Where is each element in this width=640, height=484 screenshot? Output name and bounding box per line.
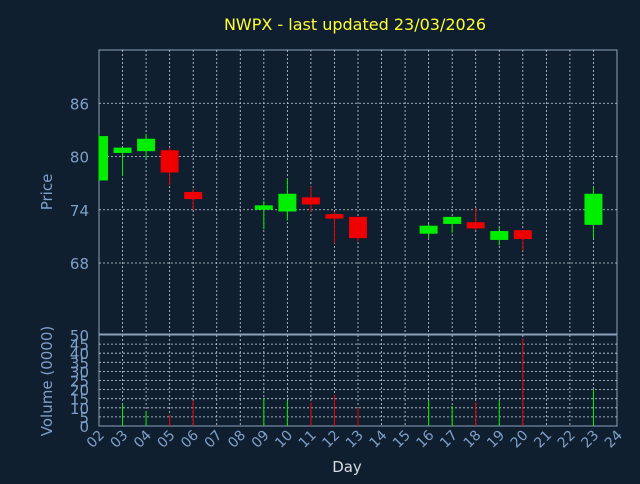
volume-tick-label: 20 bbox=[70, 382, 89, 400]
candle bbox=[490, 227, 509, 246]
candle-body bbox=[278, 193, 297, 212]
volume-tick-label: 40 bbox=[70, 345, 89, 363]
candle-body bbox=[254, 205, 273, 210]
volume-tick-label: 15 bbox=[70, 391, 89, 409]
x-tick-label: 14 bbox=[366, 427, 390, 451]
price-tick-label: 74 bbox=[70, 202, 89, 220]
candle bbox=[301, 186, 320, 212]
chart-title: NWPX - last updated 23/03/2026 bbox=[224, 15, 486, 34]
x-tick-label: 08 bbox=[225, 428, 249, 452]
x-tick-label: 19 bbox=[484, 428, 508, 452]
candle bbox=[349, 216, 367, 241]
candle-body bbox=[349, 216, 367, 239]
candle bbox=[278, 178, 297, 221]
price-axis-label: Price bbox=[38, 174, 56, 211]
candle-body bbox=[443, 216, 462, 224]
candle bbox=[466, 207, 485, 231]
candle-body bbox=[184, 192, 203, 200]
candle bbox=[98, 134, 108, 181]
candle-body bbox=[99, 136, 108, 181]
x-tick-label: 13 bbox=[343, 428, 367, 452]
volume-tick-label: 35 bbox=[70, 354, 89, 372]
candle-body bbox=[137, 138, 156, 152]
x-tick-label: 10 bbox=[272, 428, 296, 452]
price-tick-label: 68 bbox=[70, 255, 89, 273]
x-tick-label: 20 bbox=[508, 428, 532, 452]
x-axis: 02 03 04 05 06 07 08 09 10 11 12 13 14 15 16 17 18 19 20 21… bbox=[84, 427, 626, 451]
candle bbox=[113, 147, 132, 177]
x-tick-label: 03 bbox=[107, 428, 131, 452]
x-tick-label: 09 bbox=[249, 428, 273, 452]
candle bbox=[419, 223, 438, 239]
price-panel: 68 74 80 86 bbox=[70, 49, 618, 335]
x-tick-label: 06 bbox=[178, 427, 202, 451]
x-axis-label: Day bbox=[332, 458, 362, 476]
candle-body bbox=[584, 193, 603, 225]
x-tick-label: 17 bbox=[437, 428, 461, 452]
price-tick-label: 86 bbox=[70, 95, 89, 113]
x-tick-label: 21 bbox=[531, 428, 555, 452]
x-tick-label: 11 bbox=[296, 428, 320, 452]
volume-tick-label: 45 bbox=[70, 336, 89, 354]
candle-body bbox=[160, 150, 179, 173]
x-tick-label: 04 bbox=[131, 427, 155, 451]
x-tick-label: 18 bbox=[461, 428, 485, 452]
candle bbox=[160, 147, 179, 185]
candle bbox=[254, 200, 273, 230]
candle-body bbox=[513, 230, 532, 240]
x-tick-label: 07 bbox=[202, 428, 226, 452]
x-tick-label: 05 bbox=[155, 428, 179, 452]
volume-tick-label: 0 bbox=[79, 418, 89, 436]
x-tick-label: 15 bbox=[390, 428, 414, 452]
volume-axis-label: Volume (0000) bbox=[38, 326, 56, 436]
volume-tick-label: 30 bbox=[70, 363, 89, 381]
candle-body bbox=[301, 197, 320, 205]
x-tick-label: 22 bbox=[555, 428, 579, 452]
candle bbox=[325, 211, 344, 244]
volume-tick-label: 50 bbox=[70, 327, 89, 345]
candle bbox=[584, 186, 603, 239]
candle-body bbox=[113, 147, 132, 153]
candle-body bbox=[466, 222, 485, 229]
x-tick-label: 16 bbox=[414, 427, 438, 451]
candle-body bbox=[325, 214, 344, 219]
volume-tick-label: 10 bbox=[70, 400, 89, 418]
candle bbox=[513, 230, 532, 251]
candle bbox=[443, 216, 462, 233]
candle-body bbox=[490, 231, 509, 240]
x-tick-label: 12 bbox=[319, 428, 343, 452]
x-tick-label: 24 bbox=[602, 427, 626, 451]
volume-tick-label: 25 bbox=[70, 373, 89, 391]
candle-body bbox=[419, 225, 438, 234]
volume-tick-label: 5 bbox=[79, 409, 89, 427]
price-tick-label: 80 bbox=[70, 149, 89, 167]
x-tick-label: 23 bbox=[578, 428, 602, 452]
candle bbox=[184, 189, 203, 210]
candle bbox=[137, 134, 156, 159]
